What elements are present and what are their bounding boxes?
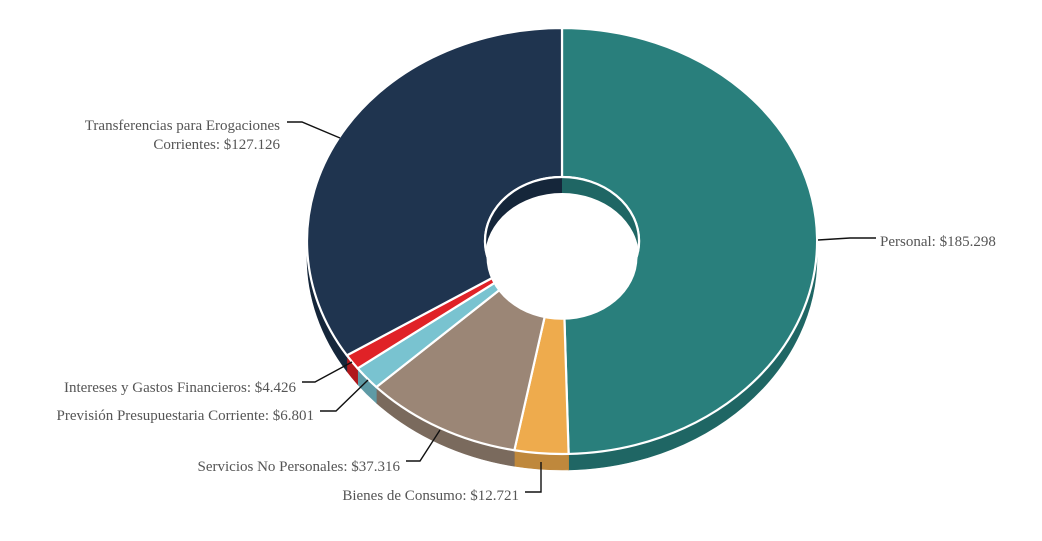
data-label-personal: Personal: $185.298 [880,234,996,250]
data-label-line: Corrientes: $127.126 [153,137,280,153]
leader-line-servicios-no-personales [406,429,441,462]
data-label-line: Transferencias para Erogaciones [85,118,280,134]
donut-hole [483,175,641,320]
leader-line-bienes-de-consumo [525,462,542,493]
data-label-transferencias-para-erogaciones-corrientes: Transferencias para Erogaciones Corriente… [85,118,281,153]
data-label-intereses-y-gastos-financieros: Intereses y Gastos Financieros: $4.426 [64,380,297,396]
data-label-line: Intereses y Gastos Financieros: $4.426 [64,380,297,396]
leader-line-personal [817,237,876,241]
donut-hole-floor [486,194,638,320]
data-label-line: Servicios No Personales: $37.316 [198,459,401,475]
data-label-line: Previsión Presupuestaria Corriente: $6.8… [57,408,314,424]
donut-hole-rim [483,175,641,307]
hole-wall-personal [562,177,639,257]
data-label-servicios-no-personales: Servicios No Personales: $37.316 [198,459,401,475]
leader-line-intereses-y-gastos-financieros [302,361,353,383]
data-labels: Personal: $185.298 Bienes de Consumo: $12… [57,118,996,504]
data-label-bienes-de-consumo: Bienes de Consumo: $12.721 [342,488,519,504]
data-label-prevision-presupuestaria-corriente: Previsión Presupuestaria Corriente: $6.8… [57,408,314,424]
slice-tops [305,26,819,456]
data-label-line: Personal: $185.298 [880,234,996,250]
leader-line-prevision-presupuestaria-corriente [320,379,369,412]
leader-line-transferencias-para-erogaciones-corrientes [287,121,341,139]
data-label-line: Bienes de Consumo: $12.721 [342,488,519,504]
hole-wall-transferencias-para-erogaciones-corrientes [485,177,562,257]
